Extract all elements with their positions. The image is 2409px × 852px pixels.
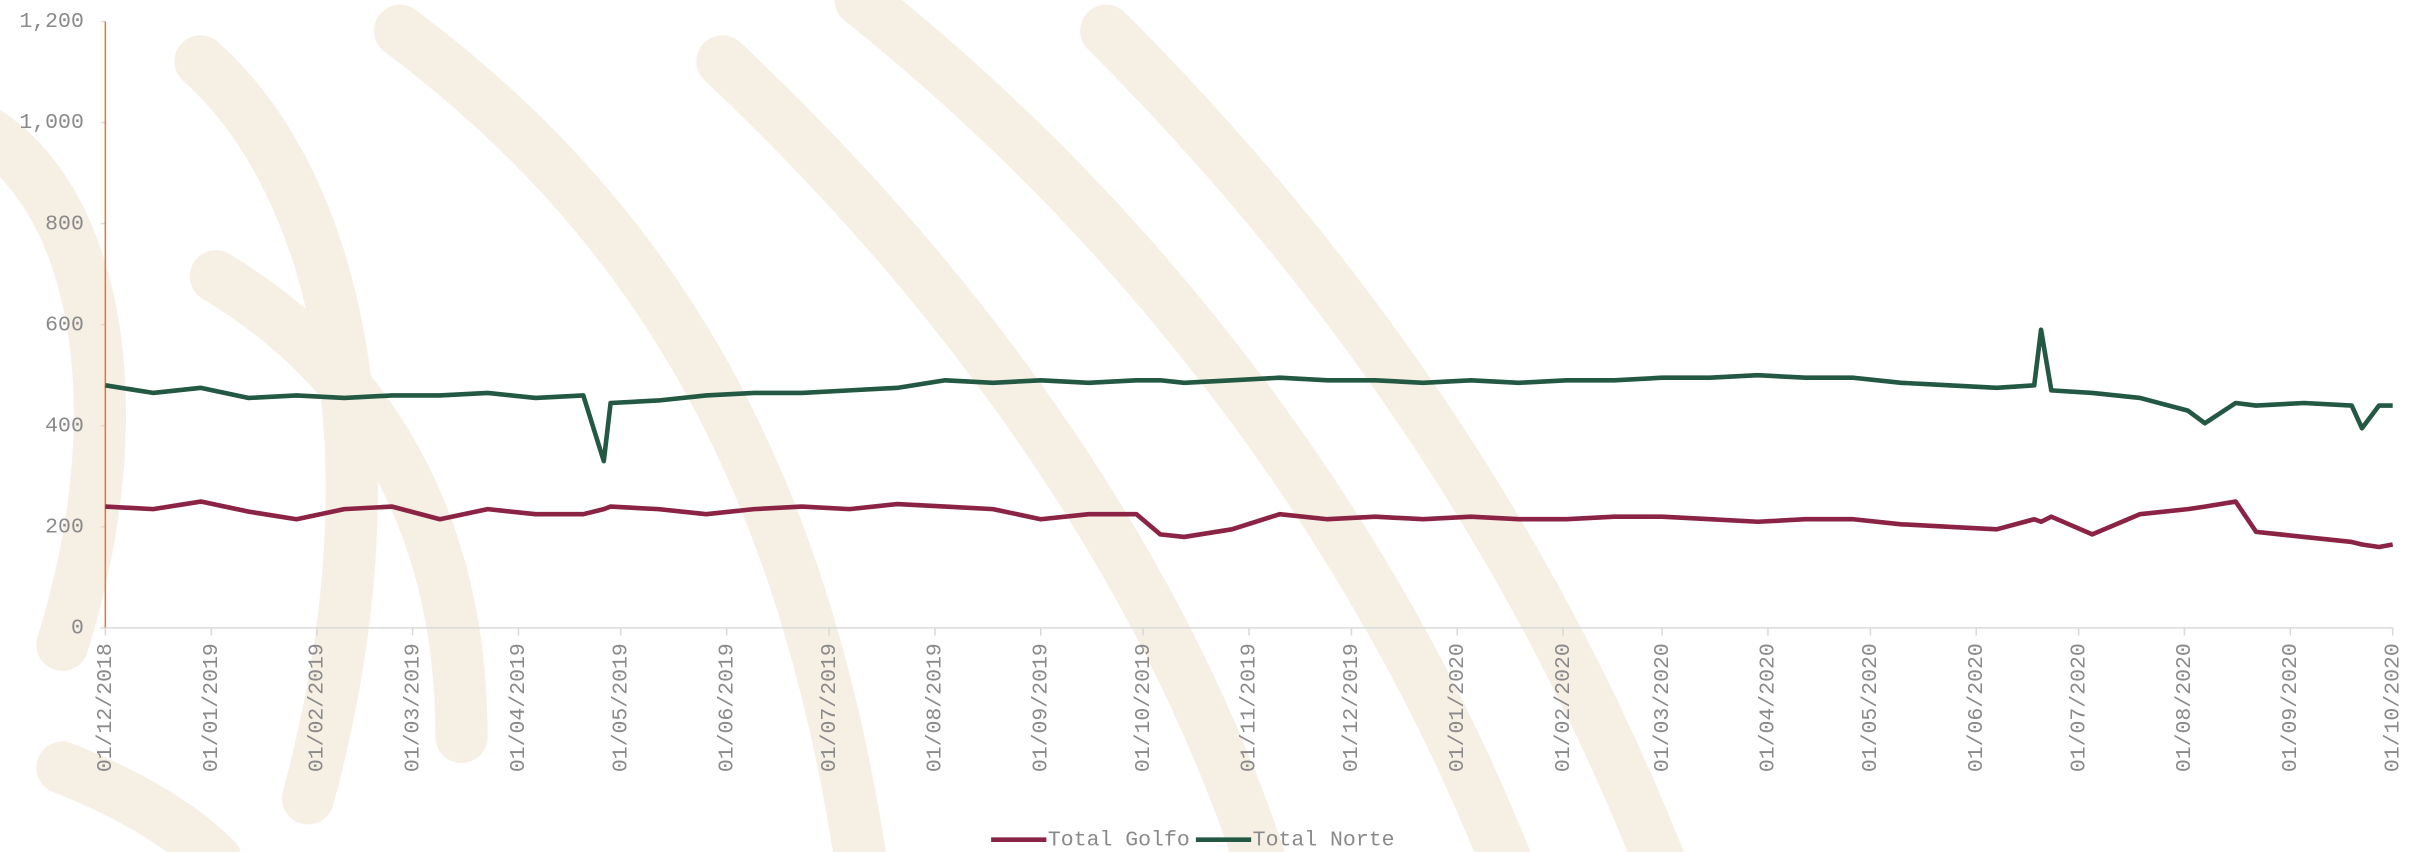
x-tick-label: 01/10/2020 (2381, 643, 2405, 772)
x-tick-label: 01/06/2020 (1965, 643, 1989, 772)
x-tick-label: 01/01/2020 (1446, 643, 1470, 772)
x-tick-label: 01/03/2020 (1651, 643, 1675, 772)
legend-label: Total Golfo (1048, 828, 1190, 852)
x-tick-label: 01/12/2018 (94, 643, 118, 772)
x-tick-label: 01/02/2020 (1552, 643, 1576, 772)
x-tick-label: 01/06/2019 (715, 643, 739, 772)
x-tick-label: 01/03/2019 (401, 643, 425, 772)
x-tick-label: 01/05/2020 (1859, 643, 1883, 772)
y-tick-label: 200 (45, 515, 84, 539)
x-tick-label: 01/09/2019 (1029, 643, 1053, 772)
y-tick-label: 1,000 (19, 111, 83, 135)
legend-label: Total Norte (1253, 828, 1395, 852)
x-tick-label: 01/10/2019 (1132, 643, 1156, 772)
y-tick-label: 600 (45, 313, 84, 337)
x-tick-label: 01/08/2020 (2173, 643, 2197, 772)
y-tick-label: 800 (45, 212, 84, 236)
series-line (105, 499, 2394, 550)
background-pattern (0, 0, 1684, 852)
x-tick-label: 01/07/2020 (2067, 643, 2091, 772)
y-tick-label: 0 (71, 617, 84, 641)
x-tick-label: 01/11/2019 (1238, 643, 1262, 772)
x-tick-label: 01/07/2019 (818, 643, 842, 772)
x-tick-label: 01/04/2019 (507, 643, 531, 772)
series-line (104, 327, 2393, 464)
x-tick-label: 01/01/2019 (200, 643, 224, 772)
x-tick-label: 01/09/2020 (2279, 643, 2303, 772)
x-tick-label: 01/02/2019 (306, 643, 330, 772)
x-tick-label: 01/08/2019 (924, 643, 948, 772)
x-tick-label: 01/05/2019 (610, 643, 634, 772)
y-tick-label: 1,200 (19, 10, 83, 34)
x-tick-label: 01/04/2020 (1757, 643, 1781, 772)
y-tick-label: 400 (45, 414, 84, 438)
x-tick-label: 01/12/2019 (1340, 643, 1364, 772)
